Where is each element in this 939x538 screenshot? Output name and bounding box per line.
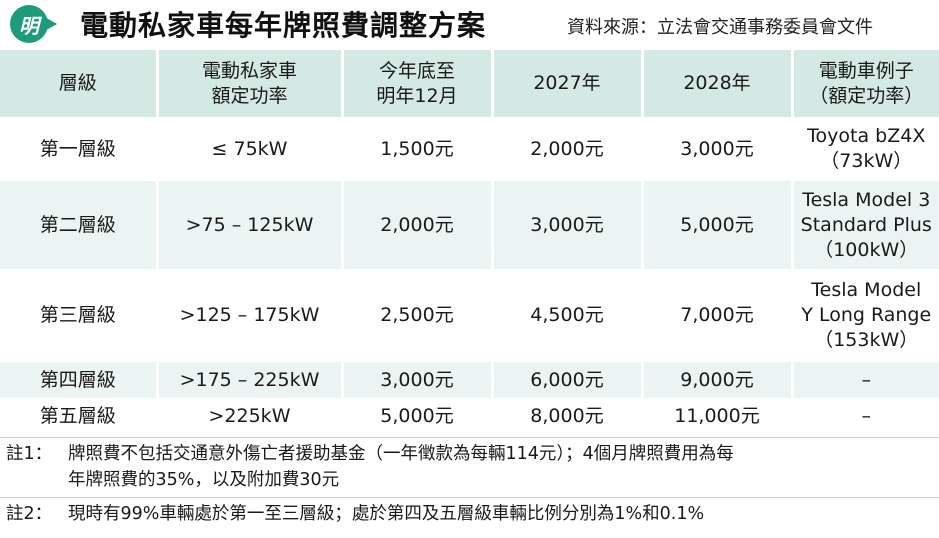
header-example: 電動車例子 （額定功率） [790, 50, 939, 117]
power-cell: >125 – 175kW [155, 269, 342, 362]
tier-cell: 第四層級 [0, 362, 157, 398]
header-example-line-1: 電動車例子 [818, 59, 914, 82]
power-cell: >225kW [155, 398, 342, 434]
header-power: 電動私家車 額定功率 [155, 50, 342, 117]
footnote-label: 註2： [6, 504, 53, 524]
fee-now-cell: 1,500元 [340, 117, 492, 181]
fee-now-cell: 2,000元 [340, 181, 492, 269]
table-header-row: 層級 電動私家車 額定功率 今年底至 明年12月 2027年 2028年 電動車 [0, 50, 939, 117]
example-line: Standard Plus [800, 213, 932, 236]
page-title: 電動私家車每年牌照費調整方案 [80, 9, 487, 42]
example-cell: Tesla Model Y Long Range （153kW） [790, 269, 939, 362]
example-cell: – [790, 362, 939, 398]
fee-now-cell: 5,000元 [340, 398, 492, 434]
logo-badge: 明 [10, 5, 48, 43]
footnote-text: 現時有99%車輛處於第一至三層級；處於第四及五層級車輛比例分別為1%和0.1% [68, 501, 939, 527]
header-2028: 2028年 [640, 50, 792, 117]
table-row: 第一層級 ≤ 75kW 1,500元 2,000元 3,000元 Toyota … [0, 117, 939, 181]
tier-cell: 第二層級 [0, 181, 157, 269]
footnote-line: 現時有99%車輛處於第一至三層級；處於第四及五層級車輛比例分別為1%和0.1% [68, 504, 705, 524]
header-now-line-1: 今年底至 [378, 59, 455, 82]
header-2027-line: 2027年 [533, 72, 601, 94]
tier-cell: 第五層級 [0, 398, 157, 434]
table-row: 第三層級 >125 – 175kW 2,500元 4,500元 7,000元 T… [0, 269, 939, 362]
fee-2027-cell: 3,000元 [490, 181, 642, 269]
example-cell: – [790, 398, 939, 434]
tier-cell: 第一層級 [0, 117, 157, 181]
fee-now-cell: 2,500元 [340, 269, 492, 362]
fee-2027-cell: 6,000元 [490, 362, 642, 398]
fee-2028-cell: 7,000元 [640, 269, 792, 362]
example-line: Toyota bZ4X [807, 125, 926, 147]
example-line: （73kW） [820, 150, 913, 172]
fee-2028-cell: 3,000元 [640, 117, 792, 181]
footnote-text: 牌照費不包括交通意外傷亡者援助基金（一年徵款為每輛114元）；4個月牌照費用為每… [68, 441, 939, 493]
table-row: 第二層級 >75 – 125kW 2,000元 3,000元 5,000元 Te… [0, 181, 939, 269]
header-example-line-2: （額定功率） [809, 84, 924, 107]
fee-2028-cell: 9,000元 [640, 362, 792, 398]
footnote-1: 註1： 牌照費不包括交通意外傷亡者援助基金（一年徵款為每輛114元）；4個月牌照… [0, 437, 939, 497]
header-2028-line: 2028年 [683, 72, 751, 94]
source-note: 資料來源：立法會交通事務委員會文件 [567, 17, 873, 38]
header-2027: 2027年 [490, 50, 642, 117]
fee-table-container: 層級 電動私家車 額定功率 今年底至 明年12月 2027年 2028年 電動車 [0, 50, 939, 434]
example-line: Y Long Range [801, 304, 932, 326]
header-tier-line: 層級 [58, 72, 97, 94]
footnote-2: 註2： 現時有99%車輛處於第一至三層級；處於第四及五層級車輛比例分別為1%和0… [0, 497, 939, 531]
fee-table: 層級 電動私家車 額定功率 今年底至 明年12月 2027年 2028年 電動車 [0, 50, 939, 434]
example-cell: Tesla Model 3 Standard Plus （100kW） [790, 181, 939, 269]
power-cell: ≤ 75kW [155, 117, 342, 181]
example-line: Tesla Model [811, 279, 922, 301]
header-bar: 明 電動私家車每年牌照費調整方案 資料來源：立法會交通事務委員會文件 [0, 0, 939, 50]
example-line: – [861, 404, 872, 427]
table-row: 第四層級 >175 – 225kW 3,000元 6,000元 9,000元 – [0, 362, 939, 398]
footnotes: 註1： 牌照費不包括交通意外傷亡者援助基金（一年徵款為每輛114元）；4個月牌照… [0, 437, 939, 531]
footnote-line: 年牌照費的35%，以及附加費30元 [68, 470, 340, 490]
fee-2027-cell: 8,000元 [490, 398, 642, 434]
fee-now-cell: 3,000元 [340, 362, 492, 398]
header-tier: 層級 [0, 50, 157, 117]
tier-cell: 第三層級 [0, 269, 157, 362]
example-line: （100kW） [814, 238, 919, 261]
header-now: 今年底至 明年12月 [340, 50, 492, 117]
fee-2027-cell: 4,500元 [490, 269, 642, 362]
example-line: – [861, 368, 872, 391]
example-line: Tesla Model 3 [802, 188, 931, 211]
fee-2028-cell: 5,000元 [640, 181, 792, 269]
ming-pao-logo: 明 [3, 5, 57, 43]
example-line: （153kW） [814, 329, 919, 351]
header-power-line-1: 電動私家車 [201, 59, 297, 82]
fee-2028-cell: 11,000元 [640, 398, 792, 434]
example-cell: Toyota bZ4X （73kW） [790, 117, 939, 181]
power-cell: >75 – 125kW [155, 181, 342, 269]
footnote-line: 牌照費不包括交通意外傷亡者援助基金（一年徵款為每輛114元）；4個月牌照費用為每 [68, 444, 734, 464]
header-now-line-2: 明年12月 [376, 84, 458, 107]
header-power-line-2: 額定功率 [211, 84, 288, 107]
power-cell: >175 – 225kW [155, 362, 342, 398]
table-row: 第五層級 >225kW 5,000元 8,000元 11,000元 – [0, 398, 939, 434]
logo-tail-icon [43, 16, 57, 32]
fee-2027-cell: 2,000元 [490, 117, 642, 181]
footnote-label: 註1： [6, 444, 53, 464]
